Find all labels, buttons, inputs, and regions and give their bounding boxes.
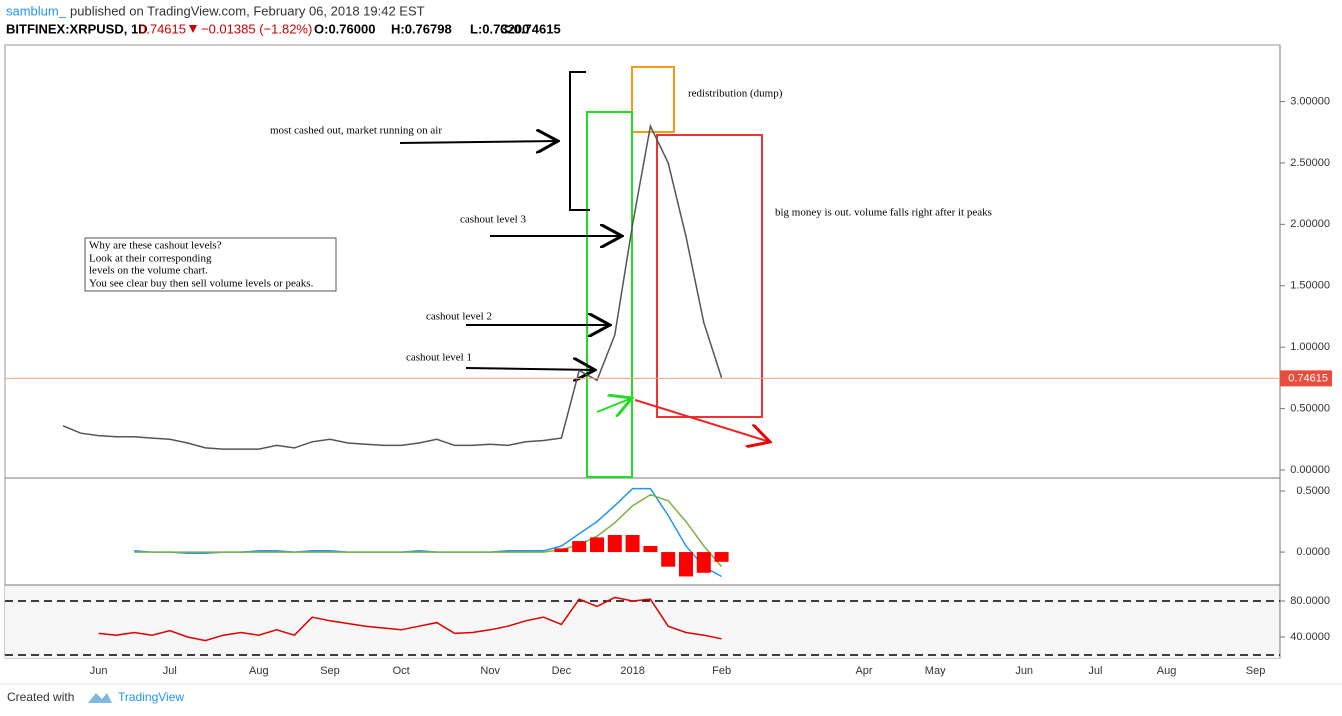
x-tick-label: Sep	[1246, 665, 1266, 677]
series-line	[62, 123, 723, 450]
last-price-label: 0.74615	[1288, 372, 1328, 384]
accumulation-box	[586, 111, 633, 478]
y-tick-label: 2.50000	[1290, 157, 1330, 169]
last-price-tag	[1280, 370, 1332, 387]
annotation: cashout level 1	[406, 352, 472, 364]
y-tick-label: 80.0000	[1290, 595, 1330, 607]
histogram-bar	[661, 552, 676, 567]
y-tick-label: 2.00000	[1290, 218, 1330, 230]
footer-text: Created with	[7, 690, 74, 704]
x-tick-label: Oct	[393, 665, 410, 677]
x-tick-label: Sep	[320, 665, 340, 677]
histogram-bar	[572, 541, 587, 553]
x-tick-label: Aug	[1157, 665, 1177, 677]
annotation: cashout level 2	[426, 311, 492, 323]
histogram-bar	[607, 534, 622, 553]
series-line	[134, 487, 722, 578]
histogram-bar	[714, 552, 729, 562]
y-tick-label: 0.5000	[1296, 485, 1330, 497]
down-icon	[189, 25, 197, 33]
close: C:0.74615	[500, 21, 561, 36]
x-tick-label: Dec	[552, 665, 572, 677]
y-tick-label: 40.0000	[1290, 631, 1330, 643]
rsi-bg	[5, 585, 1280, 658]
high: H:0.76798	[391, 21, 452, 36]
histogram-bar	[554, 548, 569, 553]
plot-frame	[4, 44, 1281, 659]
y-tick-label: 1.50000	[1290, 280, 1330, 292]
x-tick-label: Aug	[249, 665, 269, 677]
y-tick-label: 3.00000	[1290, 95, 1330, 107]
note-line: Why are these cashout levels?	[89, 240, 222, 252]
dump-box	[631, 66, 675, 133]
open: O:0.76000	[314, 21, 375, 36]
histogram-bar	[625, 534, 640, 553]
logo[interactable]	[88, 693, 112, 703]
annotation: cashout level 3	[460, 214, 526, 226]
arrow	[465, 368, 595, 370]
note-box	[84, 237, 337, 292]
x-tick-label: May	[925, 665, 946, 677]
arrow	[399, 141, 558, 143]
x-tick-label: Feb	[712, 665, 731, 677]
change: −0.01385 (−1.82%)	[201, 21, 312, 36]
series-line	[98, 596, 722, 642]
note-line: Look at their corresponding	[89, 253, 212, 265]
arrow	[634, 399, 770, 442]
low: L:0.73200	[470, 21, 529, 36]
histogram-bar	[590, 537, 604, 553]
x-tick-label: Jul	[1088, 665, 1102, 677]
arrow	[596, 398, 632, 412]
brand[interactable]: TradingView	[118, 690, 184, 704]
histogram-bar	[696, 552, 711, 573]
note-line: You see clear buy then sell volume level…	[89, 278, 314, 290]
y-tick-label: 0.50000	[1290, 403, 1330, 415]
x-tick-label: Jun	[1015, 665, 1033, 677]
annotation: redistribution (dump)	[688, 88, 783, 100]
y-tick-label: 1.00000	[1290, 341, 1330, 353]
annotation: big money is out. volume falls right aft…	[775, 207, 992, 219]
x-tick-label: Jul	[163, 665, 177, 677]
published: published on TradingView.com, February 0…	[70, 3, 425, 18]
series-line	[134, 493, 723, 568]
x-tick-label: Nov	[480, 665, 500, 677]
author[interactable]: samblum_	[6, 3, 67, 18]
histogram-bar	[643, 545, 658, 553]
note-line: levels on the volume chart.	[89, 265, 208, 277]
bracket	[569, 71, 590, 211]
y-tick-label: 0.00000	[1290, 464, 1330, 476]
distribution-box	[656, 134, 763, 418]
annotation: most cashed out, market running on air	[270, 125, 442, 137]
price: 0.74615	[139, 21, 186, 36]
y-tick-label: 0.0000	[1296, 546, 1330, 558]
histogram-bar	[679, 552, 693, 577]
x-tick-label: Apr	[855, 665, 872, 677]
x-tick-label: 2018	[620, 665, 644, 677]
x-tick-label: Jun	[90, 665, 108, 677]
symbol: BITFINEX:XRPUSD, 1D	[6, 21, 148, 36]
